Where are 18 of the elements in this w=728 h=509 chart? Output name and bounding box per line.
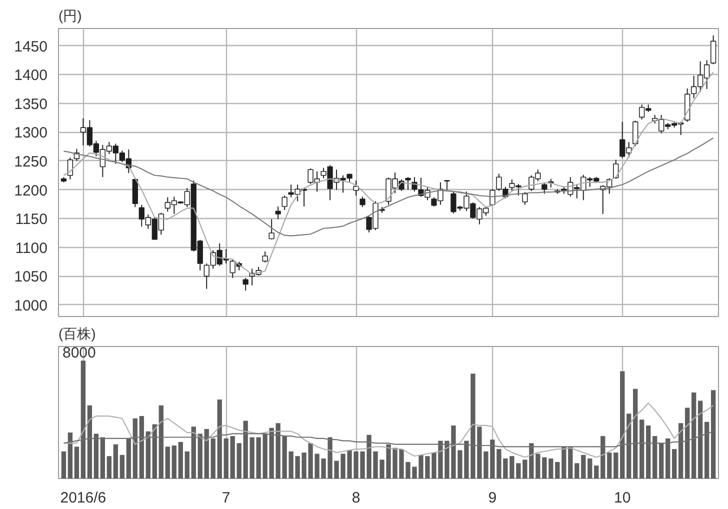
y-tick-label: 1350 <box>14 96 48 113</box>
y-tick-label: 1200 <box>14 182 48 200</box>
y-axis-title: (百株) <box>58 326 96 342</box>
x-tick-label: 8 <box>352 490 360 506</box>
y-tick-label: 1050 <box>14 268 48 286</box>
y-tick-label: 1100 <box>15 240 48 257</box>
x-tick-label: 7 <box>222 490 230 506</box>
y-tick-label: 1450 <box>14 38 48 56</box>
y-tick-label: 1250 <box>14 153 48 170</box>
y-tick-label: 1400 <box>14 67 48 84</box>
y-tick-label: 1150 <box>15 211 48 228</box>
y-tick-label: 1000 <box>14 297 48 314</box>
annotation: 8000 <box>62 344 96 362</box>
x-tick-label: 10 <box>614 490 631 506</box>
y-tick-label: 1300 <box>14 124 48 142</box>
x-tick-label: 2016/6 <box>60 490 106 506</box>
x-tick-label: 9 <box>488 490 497 506</box>
y-axis-title: (円) <box>58 8 82 24</box>
